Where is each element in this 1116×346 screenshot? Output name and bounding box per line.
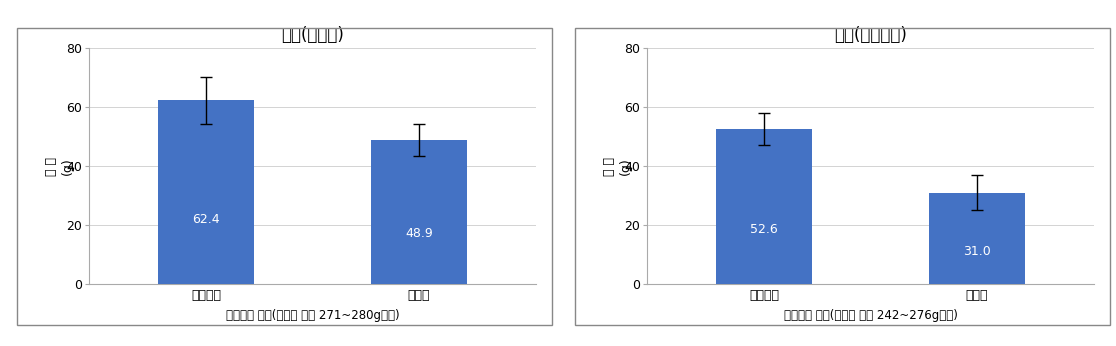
- Text: 48.9: 48.9: [405, 227, 433, 240]
- Y-axis label: 구 중
(g): 구 중 (g): [604, 157, 632, 175]
- Title: 구중(중만생종): 구중(중만생종): [834, 26, 907, 44]
- Title: 구중(조생종): 구중(조생종): [281, 26, 344, 44]
- Bar: [929, 192, 1024, 284]
- Bar: [158, 100, 254, 284]
- Text: 52.6: 52.6: [750, 223, 778, 236]
- X-axis label: 이병주의 구중(건전주 구중 242~276g대비): 이병주의 구중(건전주 구중 242~276g대비): [783, 309, 958, 322]
- Y-axis label: 구 중
(g): 구 중 (g): [46, 157, 74, 175]
- Text: 62.4: 62.4: [192, 213, 220, 226]
- Text: 31.0: 31.0: [963, 245, 991, 258]
- Bar: [716, 129, 812, 284]
- Bar: [371, 140, 466, 284]
- X-axis label: 이병주의 구중(건전주 구중 271~280g대비): 이병주의 구중(건전주 구중 271~280g대비): [225, 309, 400, 322]
